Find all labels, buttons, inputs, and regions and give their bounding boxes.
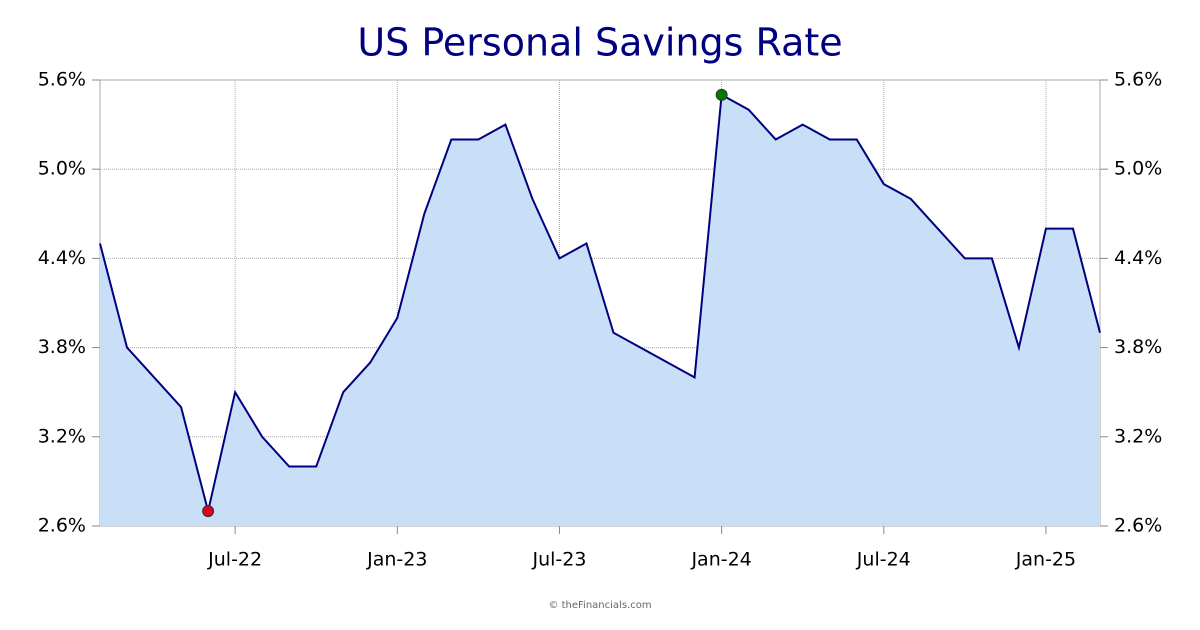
line bbox=[99, 93, 1101, 512]
y2-tick-label: 3.2% bbox=[1114, 425, 1162, 447]
y2-tick-label: 5.6% bbox=[1114, 69, 1162, 91]
y2-tick-label: 5.0% bbox=[1114, 158, 1162, 180]
x-tick-label: Jul-22 bbox=[207, 549, 262, 571]
y-tick-label: 3.8% bbox=[38, 336, 86, 358]
x-tick-label: Jul-24 bbox=[856, 549, 911, 571]
y-tick-label: 5.6% bbox=[38, 69, 86, 91]
x-tick-label: Jan-25 bbox=[1015, 549, 1076, 571]
chart-title: US Personal Savings Rate bbox=[357, 21, 842, 65]
y-tick-label: 2.6% bbox=[38, 515, 86, 537]
y2-tick-label: 4.4% bbox=[1114, 247, 1162, 269]
y2-tick-label: 2.6% bbox=[1114, 515, 1162, 537]
source: © theFinancials.com bbox=[548, 600, 651, 611]
max-marker bbox=[715, 88, 728, 101]
x-tick-label: Jan-23 bbox=[366, 549, 427, 571]
x-tick-label: Jul-23 bbox=[531, 549, 586, 571]
y2-tick-label: 3.8% bbox=[1114, 336, 1162, 358]
y-tick-label: 5.0% bbox=[38, 158, 86, 180]
y-tick-label: 3.2% bbox=[38, 425, 86, 447]
area bbox=[100, 94, 1100, 526]
y-tick-label: 4.4% bbox=[38, 247, 86, 269]
min-marker bbox=[202, 505, 215, 518]
x-tick-label: Jan-24 bbox=[690, 549, 751, 571]
